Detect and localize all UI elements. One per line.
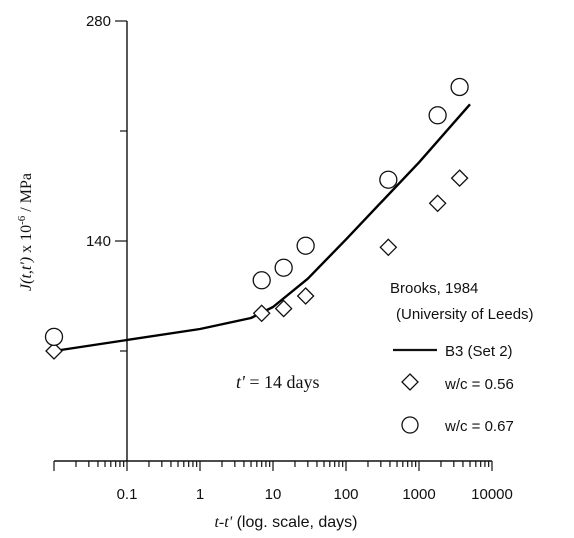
b3-model-line [53,103,471,353]
diamond-data-point [379,238,398,257]
annotation-variable: t' [236,372,246,392]
y-axis-title-multiplier: x 10 [18,225,35,257]
legend-circle-swatch [401,416,419,434]
circle-data-point [379,170,398,189]
x-tick-label: 100 [333,486,358,503]
plot-area [44,77,471,360]
x-tick-label: 10000 [471,486,513,503]
y-axis-title-exponent: -6 [16,215,28,225]
legend-title: Brooks, 1984 [390,280,478,297]
circle-data-point [450,77,469,97]
y-tick-label: 280 [86,13,111,30]
circle-data-point [44,327,64,347]
y-axis-ticks [115,20,127,352]
x-axis-tick-labels: 0.1 1 10 100 1000 10000 [117,486,513,503]
x-axis-title-variable: t-t' [214,514,232,531]
diamond-data-point [45,342,63,360]
circle-data-point [428,106,447,125]
x-axis-ticks [53,461,493,471]
x-tick-label: 1 [196,486,204,503]
y-axis-title-variable: J(t,t') [18,257,35,291]
diamond-data-point [252,304,271,323]
y-axis-tick-labels: 140 280 [86,13,111,250]
diamond-data-point [274,299,293,318]
y-tick-label: 140 [86,233,111,250]
circle-data-point [296,236,315,255]
circle-data-point [274,258,293,277]
y-axis-title-unit: / MPa [18,173,35,216]
x-axis-title: t-t' (log. scale, days) [214,514,357,531]
x-tick-label: 0.1 [117,486,138,503]
y-axis-title: J(t,t') x 10-6 / MPa [16,173,35,291]
diamond-data-point [450,169,469,188]
legend-subtitle: (University of Leeds) [396,306,534,323]
legend: Brooks, 1984 (University of Leeds) B3 (S… [390,280,534,435]
diamond-data-point [296,287,315,305]
x-tick-label: 1000 [402,486,435,503]
x-tick-label: 10 [265,486,282,503]
legend-label-line: B3 (Set 2) [445,343,513,360]
legend-label-circle: w/c = 0.67 [444,418,514,435]
x-axis-title-rest: (log. scale, days) [232,514,357,531]
legend-label-diamond: w/c = 0.56 [444,376,514,393]
diamond-data-point [428,194,447,213]
legend-diamond-swatch [401,373,419,391]
age-at-loading-annotation: t' = 14 days [236,372,320,392]
circle-data-point [252,271,271,290]
annotation-text: = 14 days [245,372,320,392]
